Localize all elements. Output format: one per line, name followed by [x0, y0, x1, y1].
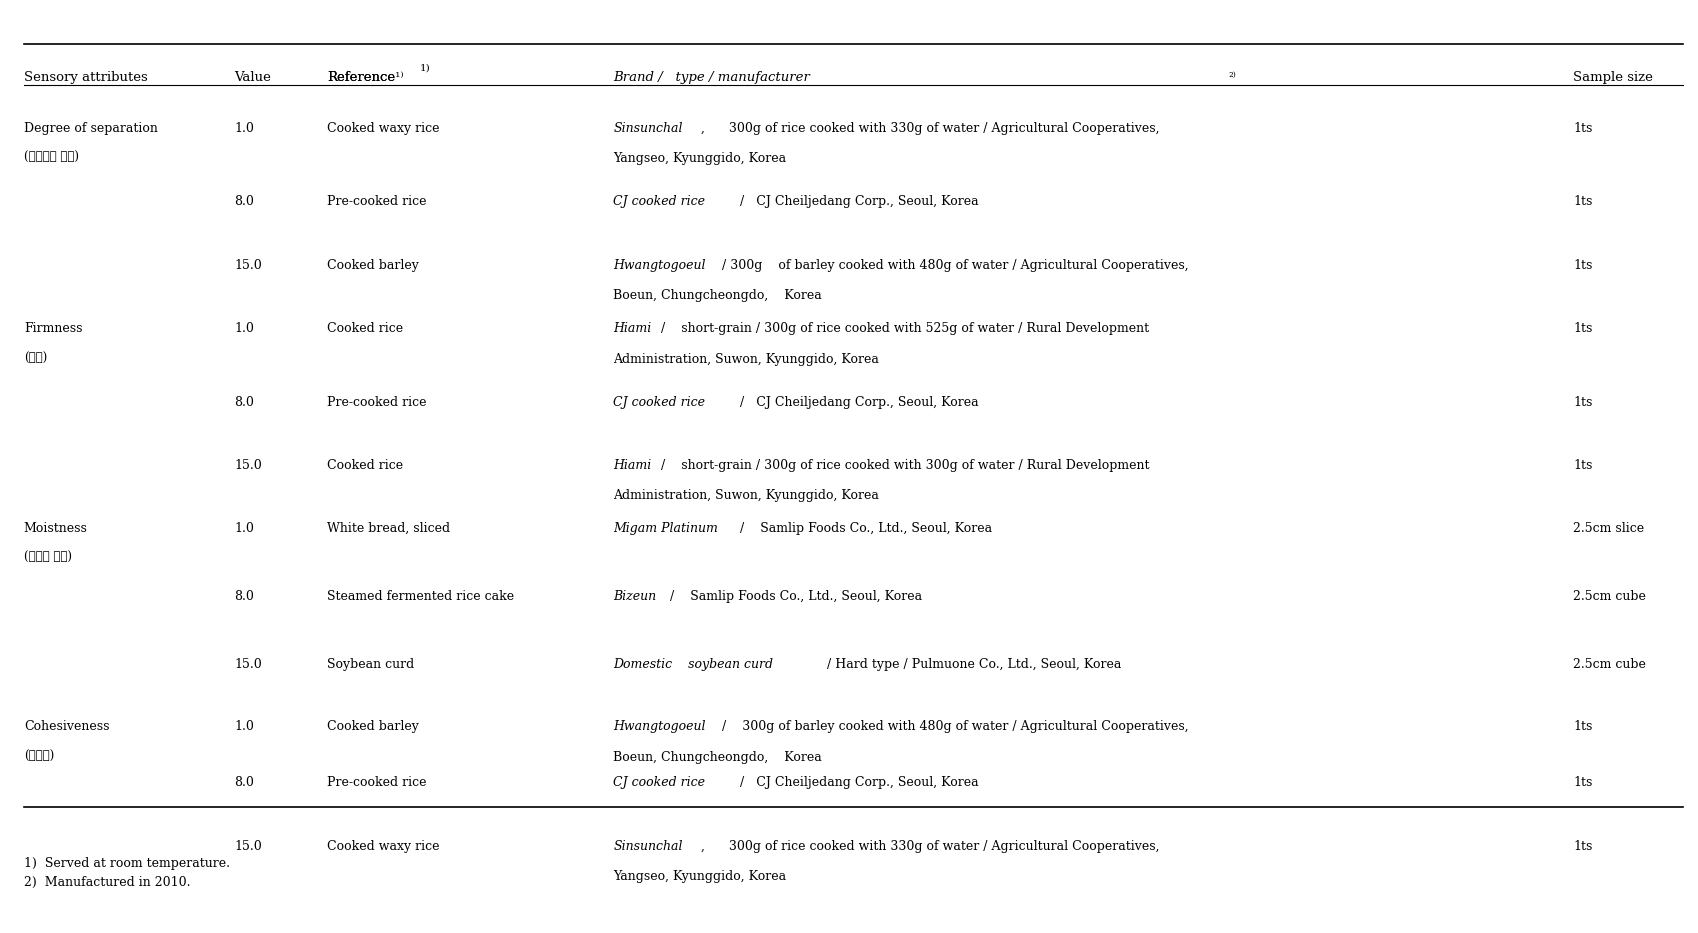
Text: 2.5cm slice: 2.5cm slice: [1572, 522, 1644, 535]
Text: Cooked waxy rice: Cooked waxy rice: [328, 840, 440, 853]
Text: Yangseo, Kyunggido, Korea: Yangseo, Kyunggido, Korea: [613, 870, 786, 883]
Text: 1.0: 1.0: [234, 122, 255, 135]
Text: Pre-cooked rice: Pre-cooked rice: [328, 776, 426, 789]
Text: 15.0: 15.0: [234, 258, 261, 272]
Text: / 300g    of barley cooked with 480g of water / Agricultural Cooperatives,: / 300g of barley cooked with 480g of wat…: [718, 258, 1189, 272]
Text: CJ cooked rice: CJ cooked rice: [613, 396, 705, 409]
Text: /    Samlip Foods Co., Ltd., Seoul, Korea: / Samlip Foods Co., Ltd., Seoul, Korea: [666, 590, 922, 603]
Text: Cooked barley: Cooked barley: [328, 720, 419, 733]
Text: ,      300g of rice cooked with 330g of water / Agricultural Cooperatives,: , 300g of rice cooked with 330g of water…: [701, 840, 1160, 853]
Text: Cooked rice: Cooked rice: [328, 322, 402, 335]
Text: 15.0: 15.0: [234, 840, 261, 853]
Text: ²⁾: ²⁾: [1228, 71, 1236, 84]
Text: 8.0: 8.0: [234, 590, 255, 603]
Text: Hiami: Hiami: [613, 459, 652, 472]
Text: /   CJ Cheiljedang Corp., Seoul, Korea: / CJ Cheiljedang Corp., Seoul, Korea: [735, 776, 978, 789]
Text: 1)  Served at room temperature.: 1) Served at room temperature.: [24, 857, 229, 870]
Text: Cooked barley: Cooked barley: [328, 258, 419, 272]
Text: Moistness: Moistness: [24, 522, 88, 535]
Text: /   CJ Cheiljedang Corp., Seoul, Korea: / CJ Cheiljedang Corp., Seoul, Korea: [735, 195, 978, 208]
Text: 1ts: 1ts: [1572, 840, 1593, 853]
Text: Sensory attributes: Sensory attributes: [24, 71, 148, 84]
Text: 15.0: 15.0: [234, 459, 261, 472]
Text: Degree of separation: Degree of separation: [24, 122, 158, 135]
Text: Firmness: Firmness: [24, 322, 82, 335]
Text: Reference: Reference: [328, 71, 396, 84]
Text: 8.0: 8.0: [234, 195, 255, 208]
Text: 8.0: 8.0: [234, 396, 255, 409]
Text: Sinsunchal: Sinsunchal: [613, 122, 683, 135]
Text: Value: Value: [234, 71, 272, 84]
Text: Brand /   type / manufacturer: Brand / type / manufacturer: [613, 71, 810, 84]
Text: /   CJ Cheiljedang Corp., Seoul, Korea: / CJ Cheiljedang Corp., Seoul, Korea: [735, 396, 978, 409]
Text: 1ts: 1ts: [1572, 776, 1593, 789]
Text: Yangseo, Kyunggido, Korea: Yangseo, Kyunggido, Korea: [613, 152, 786, 165]
Text: Boeun, Chungcheongdo,    Korea: Boeun, Chungcheongdo, Korea: [613, 289, 822, 302]
Text: Boeun, Chungcheongdo,    Korea: Boeun, Chungcheongdo, Korea: [613, 750, 822, 763]
Text: 1.0: 1.0: [234, 522, 255, 535]
Text: / Hard type / Pulmuone Co., Ltd., Seoul, Korea: / Hard type / Pulmuone Co., Ltd., Seoul,…: [824, 658, 1122, 671]
Text: 1ts: 1ts: [1572, 122, 1593, 135]
Text: Hwangtogoeul: Hwangtogoeul: [613, 258, 706, 272]
Text: Soybean curd: Soybean curd: [328, 658, 414, 671]
Text: Pre-cooked rice: Pre-cooked rice: [328, 396, 426, 409]
Text: Cohesiveness: Cohesiveness: [24, 720, 109, 733]
Text: 2.5cm cube: 2.5cm cube: [1572, 658, 1645, 671]
Text: 2.5cm cube: 2.5cm cube: [1572, 590, 1645, 603]
Text: Reference¹⁾: Reference¹⁾: [328, 71, 404, 84]
Text: 1.0: 1.0: [234, 322, 255, 335]
Text: Migam Platinum: Migam Platinum: [613, 522, 718, 535]
Text: Cooked rice: Cooked rice: [328, 459, 402, 472]
Text: ,      300g of rice cooked with 330g of water / Agricultural Cooperatives,: , 300g of rice cooked with 330g of water…: [701, 122, 1160, 135]
Text: 1ts: 1ts: [1572, 195, 1593, 208]
Text: Steamed fermented rice cake: Steamed fermented rice cake: [328, 590, 514, 603]
Text: 15.0: 15.0: [234, 658, 261, 671]
Text: 1ts: 1ts: [1572, 459, 1593, 472]
Text: Cooked waxy rice: Cooked waxy rice: [328, 122, 440, 135]
Text: 8.0: 8.0: [234, 776, 255, 789]
Text: Sample size: Sample size: [1572, 71, 1654, 84]
Text: 1ts: 1ts: [1572, 322, 1593, 335]
Text: 1ts: 1ts: [1572, 720, 1593, 733]
Text: Domestic    soybean curd: Domestic soybean curd: [613, 658, 773, 671]
Text: Hiami: Hiami: [613, 322, 652, 335]
Text: 1ts: 1ts: [1572, 258, 1593, 272]
Text: 2)  Manufactured in 2010.: 2) Manufactured in 2010.: [24, 875, 190, 888]
Text: CJ cooked rice: CJ cooked rice: [613, 195, 705, 208]
Text: /    Samlip Foods Co., Ltd., Seoul, Korea: / Samlip Foods Co., Ltd., Seoul, Korea: [735, 522, 992, 535]
Text: /    short-grain / 300g of rice cooked with 525g of water / Rural Development: / short-grain / 300g of rice cooked with…: [657, 322, 1150, 335]
Text: 1): 1): [419, 64, 430, 73]
Text: Hwangtogoeul: Hwangtogoeul: [613, 720, 706, 733]
Text: /    300g of barley cooked with 480g of water / Agricultural Cooperatives,: / 300g of barley cooked with 480g of wat…: [718, 720, 1189, 733]
Text: Sinsunchal: Sinsunchal: [613, 840, 683, 853]
Text: (정도): (정도): [24, 352, 48, 365]
Text: Administration, Suwon, Kyunggido, Korea: Administration, Suwon, Kyunggido, Korea: [613, 353, 880, 366]
Text: (애이지는 정도): (애이지는 정도): [24, 151, 78, 164]
Text: 1.0: 1.0: [234, 720, 255, 733]
Text: White bread, sliced: White bread, sliced: [328, 522, 450, 535]
Text: Bizeun: Bizeun: [613, 590, 657, 603]
Text: /    short-grain / 300g of rice cooked with 300g of water / Rural Development: / short-grain / 300g of rice cooked with…: [657, 459, 1150, 472]
Text: CJ cooked rice: CJ cooked rice: [613, 776, 705, 789]
Text: Administration, Suwon, Kyunggido, Korea: Administration, Suwon, Kyunggido, Korea: [613, 490, 880, 503]
Text: 1ts: 1ts: [1572, 396, 1593, 409]
Text: (응집성): (응집성): [24, 749, 54, 762]
Text: Pre-cooked rice: Pre-cooked rice: [328, 195, 426, 208]
Text: (측측한 정도): (측측한 정도): [24, 551, 71, 564]
